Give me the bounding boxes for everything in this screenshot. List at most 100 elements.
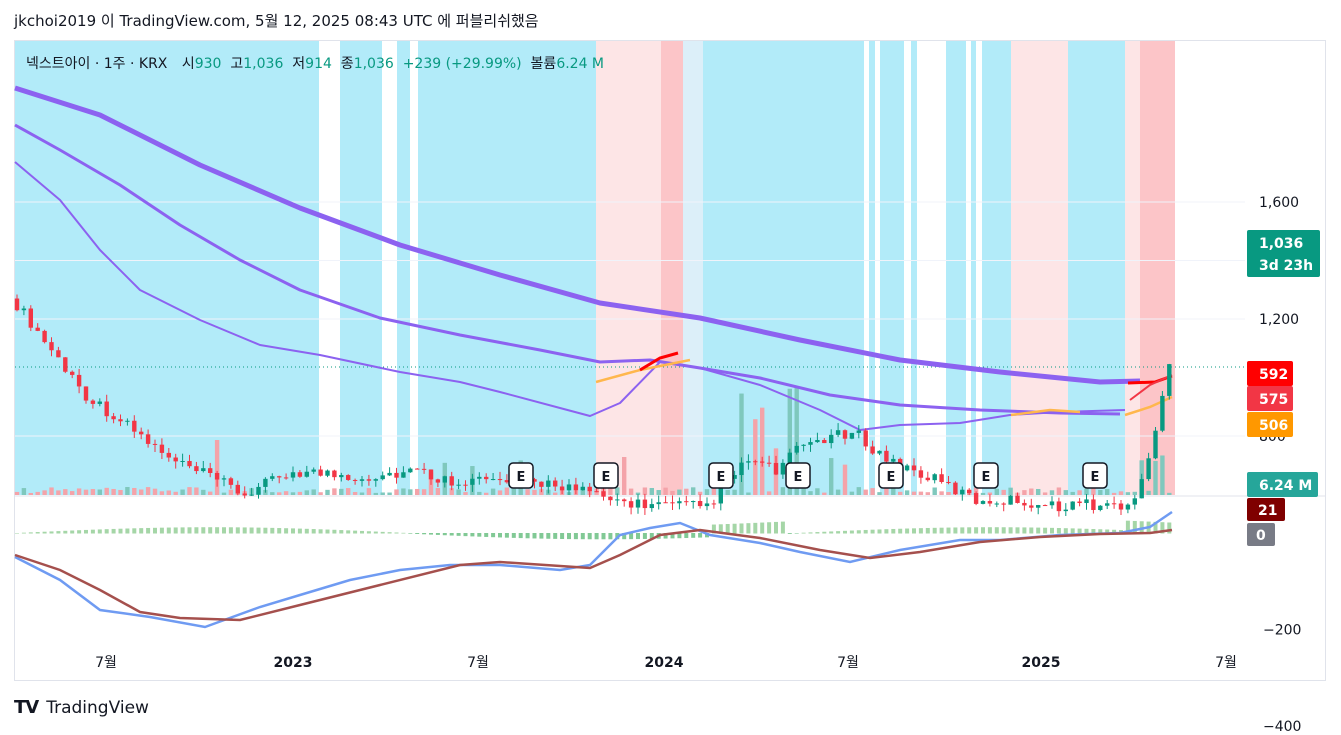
macd-histogram-bar	[767, 522, 772, 534]
volume-bar	[1077, 490, 1082, 495]
candle-body	[1042, 505, 1048, 507]
earnings-marker-label: E	[887, 470, 896, 485]
volume-bar	[760, 407, 765, 495]
candle-body	[235, 484, 240, 494]
candle-body	[704, 503, 710, 507]
candle-body	[732, 475, 737, 479]
candle-body	[435, 479, 441, 483]
macd-histogram-bar	[208, 527, 213, 534]
axes: 8001,2001,4001,600−200−4007월20237월20247월…	[95, 195, 1320, 735]
volume-bar	[1022, 490, 1027, 495]
candle-body	[939, 474, 944, 482]
candle-body	[42, 330, 47, 343]
volume-bar	[1029, 488, 1034, 495]
macd-histogram-bar	[1056, 528, 1061, 534]
candle-body	[980, 501, 986, 504]
earnings-marker-label: E	[517, 470, 526, 485]
macd-histogram-bar	[912, 528, 916, 534]
macd-histogram-bar	[629, 533, 634, 540]
macd-histogram-bar	[746, 523, 751, 534]
candle-body	[608, 496, 613, 501]
macd-histogram-bar	[691, 533, 696, 538]
bg-zone	[661, 41, 683, 495]
footer-brand[interactable]: TradingView	[46, 697, 149, 718]
macd-histogram-bar	[898, 528, 903, 534]
macd-histogram-bar	[711, 524, 716, 534]
macd-histogram-bar	[1084, 528, 1089, 534]
candle-body	[773, 462, 779, 475]
candle-body	[194, 466, 199, 472]
macd-histogram-bar	[304, 528, 309, 534]
candle-body	[994, 503, 999, 505]
candle-body	[56, 350, 61, 358]
volume-bar	[511, 488, 516, 495]
candle-body	[925, 477, 930, 481]
candle-body	[684, 501, 689, 503]
candle-body	[1077, 501, 1082, 504]
legend-symbol[interactable]: 넥스트아이 · 1주 · KRX	[26, 56, 168, 72]
earnings-marker: E	[785, 462, 811, 489]
candle-body	[290, 472, 296, 478]
macd-histogram-bar	[173, 527, 178, 534]
candle-body	[152, 443, 158, 445]
volume-bar	[83, 489, 89, 495]
macd-histogram-bar	[560, 533, 565, 539]
macd-histogram-bar	[732, 523, 737, 534]
volume-bar	[1167, 492, 1172, 495]
volume-bar	[311, 489, 316, 495]
volume-bar	[739, 393, 744, 495]
candle-body	[967, 489, 972, 494]
volume-bar	[139, 489, 144, 495]
volume-bar	[856, 487, 861, 495]
candle-body	[663, 502, 668, 504]
macd-histogram-bar	[277, 528, 282, 534]
candle-body	[532, 479, 537, 482]
bg-zone	[880, 41, 904, 495]
candle-body	[490, 479, 496, 481]
bg-zone	[397, 41, 410, 495]
volume-bar	[283, 491, 289, 495]
candle-body	[932, 474, 937, 481]
earnings-marker-box	[878, 462, 904, 489]
tradingview-logo-icon[interactable]: TV	[14, 697, 39, 718]
macd-histogram-bar	[63, 530, 68, 534]
candle-body	[670, 502, 675, 504]
candle-body	[697, 501, 703, 507]
volume-bar	[808, 491, 813, 495]
candle-body	[339, 475, 344, 478]
macd-histogram-bar	[435, 533, 440, 535]
volume-bar	[449, 488, 454, 495]
macd-histogram-bar	[28, 532, 33, 534]
candle-body	[1063, 509, 1068, 512]
volume-bar	[277, 492, 282, 495]
macd-histogram-bar	[808, 532, 813, 534]
macd-histogram-bar	[1153, 521, 1158, 534]
candle-body	[1111, 503, 1117, 505]
macd-histogram-bar	[297, 528, 302, 534]
volume-bar	[325, 489, 330, 495]
macd-histogram-bar	[270, 527, 275, 534]
macd-histogram-bar	[194, 527, 199, 534]
candle-body	[946, 481, 951, 483]
volume-bar	[946, 492, 951, 495]
volume-bar	[194, 487, 199, 495]
last-price-badge-bg	[1247, 230, 1320, 277]
symbol-legend: 넥스트아이 · 1주 · KRX 시930 고1,036 저914 종1,036…	[26, 53, 604, 73]
candle-body	[159, 444, 165, 453]
macd-histogram-bar	[567, 533, 571, 540]
candle-body	[421, 468, 427, 470]
macd-histogram-bar	[780, 521, 785, 534]
macd-histogram-bar	[608, 533, 613, 540]
volume-badge-bg	[1247, 472, 1318, 497]
volume-bar	[1056, 487, 1062, 495]
candle-body	[97, 401, 102, 404]
volume-bar	[684, 488, 689, 495]
volume-badge: 6.24 M	[1247, 472, 1318, 497]
ma-value-badge-bg	[1247, 412, 1293, 437]
macd-histogram-bar	[263, 527, 268, 534]
volume-bar	[35, 491, 40, 495]
volume-bar	[42, 490, 47, 495]
candle-body	[1105, 503, 1110, 506]
